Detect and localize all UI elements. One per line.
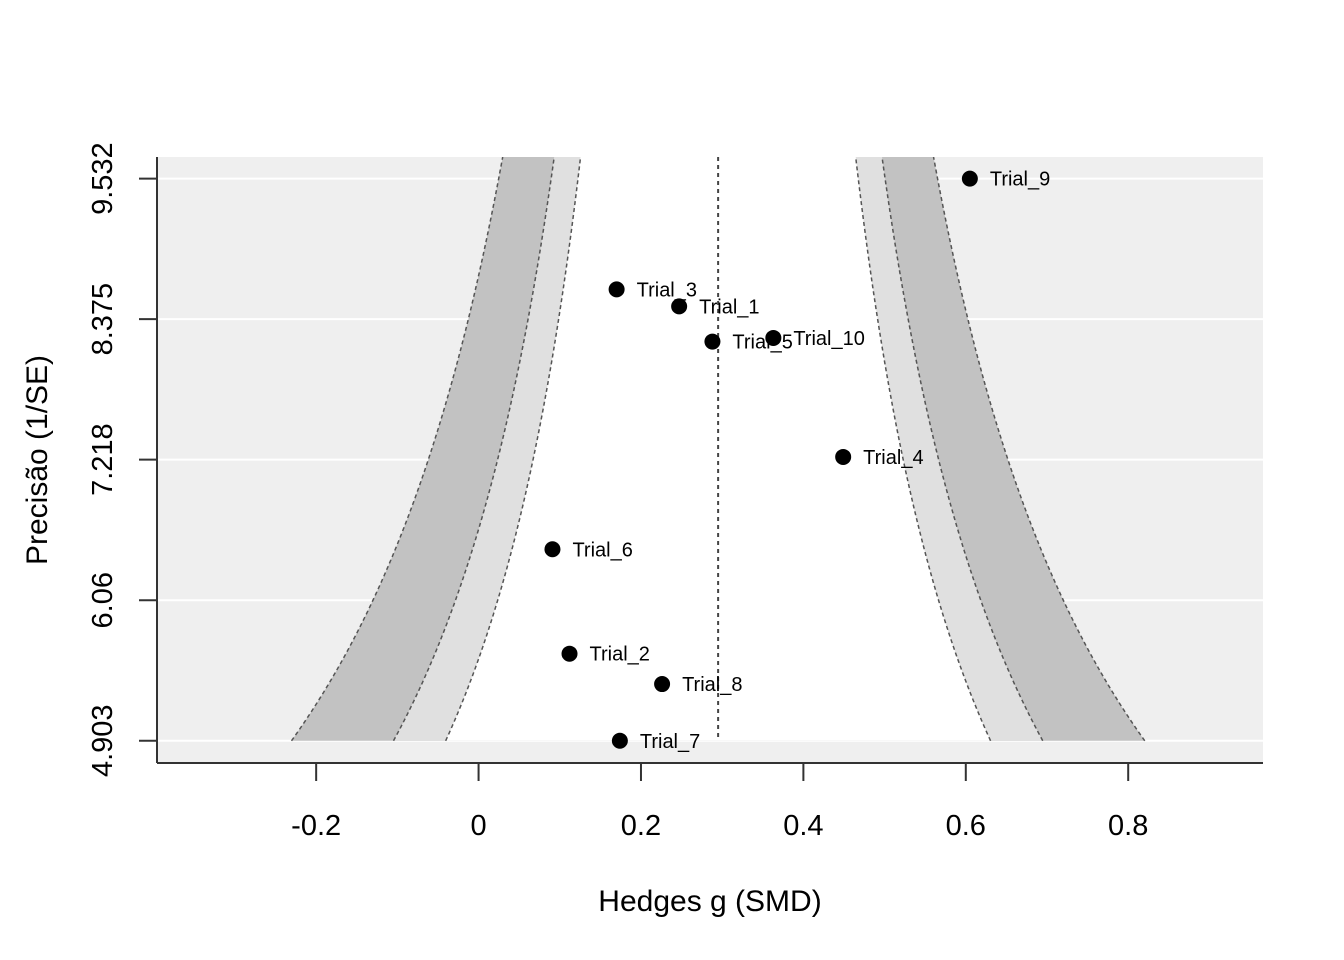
point-trial-7 — [611, 732, 628, 749]
point-label-trial-2: Trial_2 — [590, 644, 650, 666]
y-axis-title: Precisão (1/SE) — [21, 355, 54, 565]
point-trial-10 — [765, 329, 782, 346]
x-tick-label-1: 0 — [470, 810, 486, 842]
point-label-trial-3: Trial_3 — [637, 279, 697, 301]
point-trial-9 — [961, 170, 978, 187]
point-label-trial-4: Trial_4 — [863, 447, 923, 469]
point-label-trial-6: Trial_6 — [572, 539, 632, 561]
point-trial-4 — [835, 448, 852, 465]
point-label-trial-8: Trial_8 — [682, 674, 742, 696]
x-tick-label-2: 0.2 — [621, 810, 661, 842]
y-tick-label-4: 9.532 — [87, 142, 119, 215]
contour-boundary-middle-left — [392, 157, 555, 742]
y-tick-label-1: 6.06 — [87, 572, 119, 628]
point-trial-6 — [544, 541, 561, 558]
y-tick-label-2: 7.218 — [87, 423, 119, 496]
x-tick-label-0: -0.2 — [291, 810, 341, 842]
x-tick-label-3: 0.4 — [783, 810, 823, 842]
point-trial-8 — [654, 676, 671, 693]
contour-boundary-middle-right — [881, 157, 1044, 742]
contour-boundary-outer-right — [932, 157, 1146, 742]
x-tick-label-5: 0.8 — [1108, 810, 1148, 842]
point-label-trial-5: Trial_5 — [732, 332, 792, 354]
point-label-trial-9: Trial_9 — [990, 169, 1050, 191]
y-tick-label-3: 8.375 — [87, 283, 119, 356]
x-axis-title: Hedges g (SMD) — [598, 885, 821, 918]
point-trial-1 — [671, 298, 688, 315]
point-trial-2 — [561, 645, 578, 662]
x-tick-label-4: 0.6 — [946, 810, 986, 842]
point-label-trial-10: Trial_10 — [793, 328, 865, 350]
point-label-trial-1: Trial_1 — [699, 296, 759, 318]
point-trial-3 — [608, 281, 625, 298]
axes: -0.2 0 0.2 0.4 0.6 0.8 4.903 6.06 7.218 8.375 9.53… — [87, 142, 1263, 842]
contour-boundary-outer-left — [290, 157, 504, 742]
point-trial-5 — [704, 333, 721, 350]
y-tick-label-0: 4.903 — [87, 704, 119, 777]
point-label-trial-7: Trial_7 — [640, 731, 700, 753]
